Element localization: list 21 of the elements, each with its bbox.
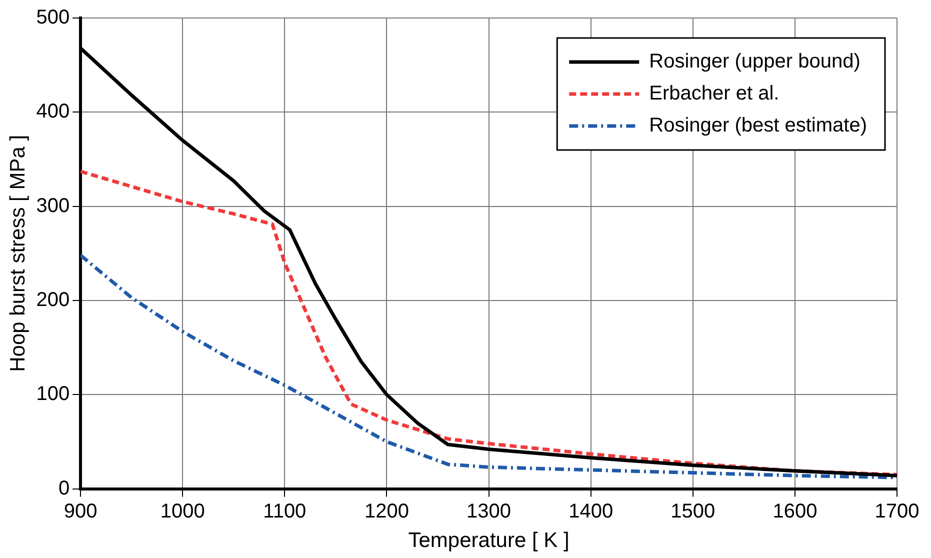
x-tick-label: 1200: [364, 500, 409, 522]
x-axis-title: Temperature [ K ]: [408, 529, 570, 552]
y-tick-label: 100: [36, 383, 70, 406]
x-tick-label: 1700: [874, 500, 920, 522]
x-tick-label: 1500: [670, 500, 716, 522]
y-axis-title: Hoop burst stress [ MPa ]: [6, 134, 30, 372]
x-tick-label: 1100: [263, 500, 306, 522]
y-tick-label: 200: [36, 288, 70, 311]
x-tick-label: 900: [64, 500, 98, 522]
y-tick-label: 400: [36, 100, 70, 123]
x-tick-label: 1000: [160, 500, 205, 522]
legend-label: Rosinger (best estimate): [649, 114, 868, 137]
legend-label: Erbacher et al.: [649, 82, 780, 105]
x-tick-label: 1600: [772, 500, 818, 522]
legend-label: Rosinger (upper bound): [649, 50, 860, 73]
x-tick-label: 1300: [466, 500, 512, 522]
x-tick-label: 1400: [568, 500, 614, 522]
y-tick-label: 0: [58, 477, 70, 500]
line-series: [80, 170, 897, 476]
y-tick-label: 500: [36, 6, 70, 29]
y-tick-label: 300: [36, 194, 70, 217]
